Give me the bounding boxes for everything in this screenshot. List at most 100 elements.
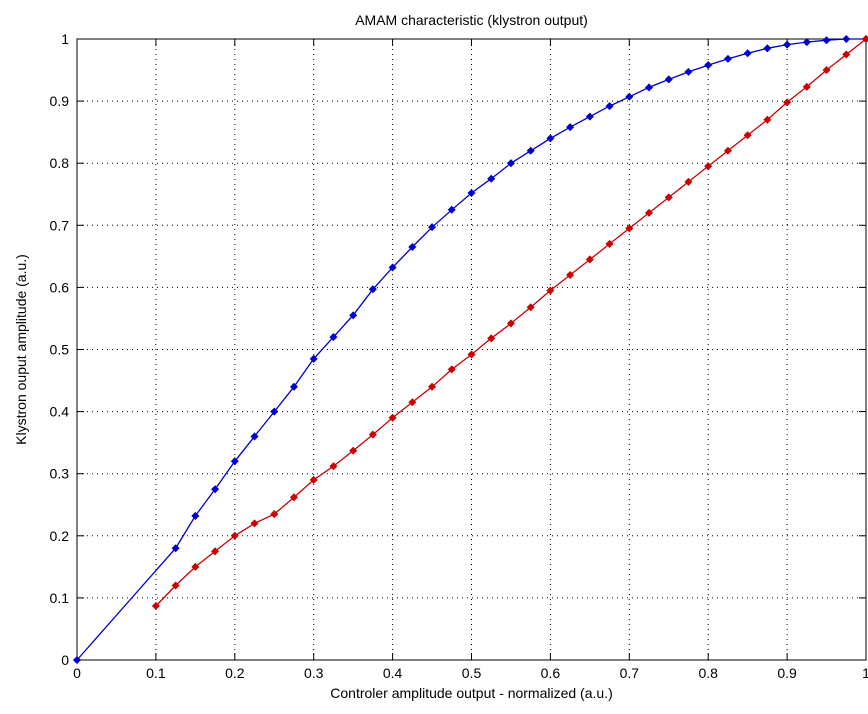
axis-ticks: 0 0.1 0.2 0.3 0.4 0.5 0.6 0.7 0.8 0.9 1 0 0.1 0.2 0.3 0… — [50, 31, 868, 681]
data-point-marker — [664, 75, 673, 84]
x-tick-label: 0.9 — [777, 665, 797, 681]
data-point-marker — [506, 319, 515, 328]
data-point-marker — [802, 82, 811, 91]
series-2 — [151, 34, 868, 610]
data-point-marker — [368, 430, 377, 439]
data-point-marker — [585, 112, 594, 121]
data-point-marker — [368, 285, 377, 294]
data-point-marker — [723, 54, 732, 63]
data-point-marker — [704, 162, 713, 171]
data-point-marker — [684, 67, 693, 76]
data-point-marker — [72, 655, 82, 665]
data-point-marker — [704, 61, 713, 70]
y-tick-label: 0.9 — [50, 93, 70, 109]
data-point-marker — [625, 92, 634, 101]
x-tick-label: 0.2 — [225, 665, 245, 681]
data-point-marker — [447, 365, 456, 374]
data-point-marker — [250, 432, 259, 441]
data-point-marker — [289, 493, 298, 502]
data-point-marker — [723, 146, 732, 155]
y-tick-label: 0.6 — [50, 279, 70, 295]
x-tick-label: 0.3 — [304, 665, 324, 681]
data-point-marker — [822, 66, 831, 75]
data-point-marker — [487, 174, 496, 183]
y-tick-label: 0.2 — [50, 528, 70, 544]
data-point-marker — [546, 286, 555, 295]
data-point-marker — [151, 601, 160, 610]
y-tick-label: 0 — [61, 652, 69, 668]
data-point-marker — [763, 115, 772, 124]
data-point-marker — [428, 223, 437, 232]
data-point-marker — [388, 263, 397, 272]
data-point-marker — [467, 350, 476, 359]
data-point-marker — [230, 457, 239, 466]
data-point-marker — [546, 134, 555, 143]
data-point-marker — [605, 102, 614, 111]
x-tick-label: 0 — [73, 665, 81, 681]
data-point-marker — [309, 475, 318, 484]
data-point-marker — [230, 531, 239, 540]
data-point-marker — [329, 333, 338, 342]
data-point-marker — [566, 270, 575, 280]
x-tick-label: 0.6 — [541, 665, 561, 681]
data-point-marker — [783, 98, 792, 107]
x-tick-label: 1 — [862, 665, 868, 681]
data-point-marker — [585, 255, 594, 264]
data-point-marker — [388, 413, 397, 422]
data-point-marker — [605, 239, 614, 248]
data-point-marker — [171, 581, 180, 590]
data-point-marker — [743, 49, 752, 58]
x-tick-label: 0.7 — [620, 665, 640, 681]
data-point-marker — [250, 519, 259, 528]
y-tick-label: 0.7 — [50, 217, 70, 233]
data-point-marker — [526, 303, 535, 312]
data-point-marker — [289, 382, 298, 391]
data-point-marker — [802, 38, 811, 47]
series-1 — [72, 34, 868, 665]
data-point-marker — [842, 50, 851, 59]
series-layer — [72, 34, 868, 665]
data-point-marker — [566, 123, 575, 132]
y-tick-label: 0.1 — [50, 590, 70, 606]
x-tick-label: 0.4 — [383, 665, 403, 681]
x-tick-label: 0.8 — [698, 665, 718, 681]
data-point-marker — [506, 159, 515, 168]
data-point-marker — [763, 44, 772, 53]
data-point-marker — [171, 544, 180, 553]
data-point-marker — [645, 83, 654, 92]
data-point-marker — [191, 562, 200, 571]
chart-title: AMAM characteristic (klystron output) — [355, 12, 588, 28]
data-point-marker — [645, 208, 654, 217]
data-point-marker — [842, 34, 851, 44]
data-point-marker — [447, 205, 456, 214]
data-point-marker — [309, 354, 318, 363]
x-tick-label: 0.5 — [462, 665, 482, 681]
y-tick-label: 0.3 — [50, 466, 70, 482]
data-point-marker — [270, 407, 279, 416]
data-point-marker — [349, 446, 358, 455]
data-point-marker — [211, 485, 220, 494]
data-point-marker — [270, 510, 279, 519]
data-point-marker — [684, 177, 693, 186]
y-axis-label: Klystron ouput amplitude (a.u.) — [13, 254, 29, 445]
data-point-marker — [211, 547, 220, 556]
data-point-marker — [526, 146, 535, 155]
x-axis-label: Controler amplitude output - normalized … — [330, 685, 612, 701]
data-point-marker — [743, 131, 752, 140]
x-tick-label: 0.1 — [146, 665, 166, 681]
data-point-marker — [191, 511, 200, 520]
data-point-marker — [467, 188, 476, 198]
y-tick-label: 1 — [61, 31, 69, 47]
data-point-marker — [861, 34, 868, 44]
y-tick-label: 0.4 — [50, 404, 70, 420]
data-point-marker — [428, 382, 437, 391]
data-point-marker — [408, 243, 417, 252]
y-tick-label: 0.8 — [50, 155, 70, 171]
data-point-marker — [664, 193, 673, 202]
data-point-marker — [822, 36, 831, 45]
data-point-marker — [349, 311, 358, 320]
y-tick-label: 0.5 — [50, 342, 70, 358]
data-point-marker — [408, 398, 417, 407]
